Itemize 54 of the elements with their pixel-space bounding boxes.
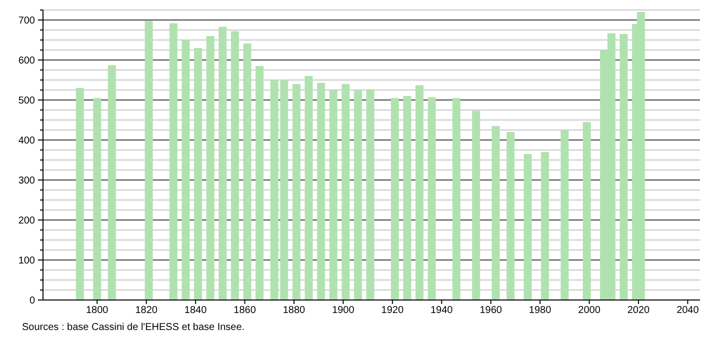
- bar: [560, 130, 569, 300]
- y-tick-label: 100: [18, 256, 36, 266]
- x-tick-label: 2040: [676, 305, 700, 316]
- bar: [428, 97, 436, 300]
- bar: [342, 84, 350, 300]
- source-note: Sources : base Cassini de l'EHESS et base Insee.: [22, 322, 245, 333]
- bar: [492, 126, 500, 300]
- x-tick-label: 1800: [86, 305, 109, 316]
- bar: [243, 44, 252, 300]
- y-tick-label: 700: [18, 16, 36, 26]
- bar: [169, 23, 178, 300]
- x-tick-label: 1920: [381, 305, 404, 316]
- bar: [540, 152, 549, 300]
- y-tick-label: 0: [29, 296, 36, 306]
- x-tick-label: 1980: [528, 305, 552, 316]
- bar: [472, 110, 480, 300]
- bar: [194, 48, 202, 300]
- bar: [256, 66, 264, 300]
- bar: [76, 88, 84, 300]
- bar: [366, 89, 374, 300]
- x-tick-label: 1860: [234, 305, 256, 316]
- x-tick-label: 1880: [282, 305, 306, 316]
- x-tick-label: 2000: [578, 305, 601, 316]
- y-tick-label: 200: [18, 216, 36, 226]
- bar: [329, 90, 338, 300]
- bar: [292, 84, 300, 300]
- bar: [582, 122, 591, 300]
- bar: [144, 20, 153, 300]
- bar: [108, 65, 116, 300]
- bar: [206, 36, 214, 300]
- bar: [93, 98, 102, 300]
- bar: [620, 34, 628, 300]
- x-tick-label: 1940: [430, 305, 454, 316]
- bar: [506, 132, 515, 300]
- x-tick-label: 2020: [627, 305, 650, 316]
- bar: [317, 82, 326, 300]
- x-tick-label: 1840: [184, 305, 208, 316]
- bar: [415, 85, 424, 300]
- y-tick-label: 400: [18, 136, 36, 146]
- x-tick-label: 1820: [135, 305, 158, 316]
- bar: [524, 154, 532, 300]
- bar: [354, 90, 362, 300]
- y-tick-label: 600: [18, 56, 36, 66]
- bar: [218, 26, 227, 300]
- bar: [390, 98, 399, 300]
- bar: [304, 76, 313, 300]
- bar: [452, 98, 460, 300]
- bar: [403, 96, 412, 300]
- x-tick-label: 1960: [480, 305, 502, 316]
- y-tick-label: 300: [18, 176, 36, 186]
- bar: [230, 31, 239, 300]
- y-tick-label: 500: [18, 96, 36, 106]
- bar: [182, 40, 190, 300]
- x-tick-label: 1900: [332, 305, 355, 316]
